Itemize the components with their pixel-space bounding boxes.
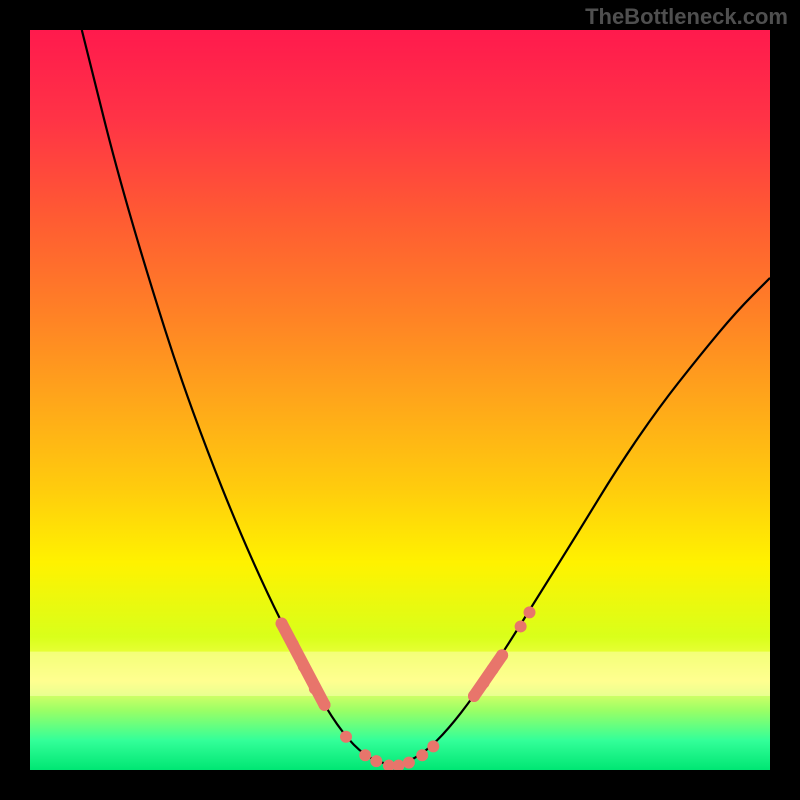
data-point xyxy=(309,683,321,695)
data-point xyxy=(403,757,415,769)
data-point xyxy=(340,731,352,743)
data-point xyxy=(370,755,382,767)
watermark-text: TheBottleneck.com xyxy=(585,4,788,30)
data-point xyxy=(287,638,299,650)
data-point xyxy=(359,749,371,761)
data-point xyxy=(276,617,288,629)
data-point xyxy=(416,749,428,761)
data-point xyxy=(487,663,499,675)
data-point xyxy=(319,699,331,711)
data-point xyxy=(496,649,508,661)
plot-area xyxy=(30,30,770,770)
data-point xyxy=(515,620,527,632)
data-point xyxy=(478,677,490,689)
highlight-band xyxy=(30,652,770,696)
data-point xyxy=(468,690,480,702)
data-point xyxy=(427,740,439,752)
chart-frame: TheBottleneck.com xyxy=(0,0,800,800)
plot-svg xyxy=(30,30,770,770)
data-point xyxy=(298,660,310,672)
data-point xyxy=(524,606,536,618)
